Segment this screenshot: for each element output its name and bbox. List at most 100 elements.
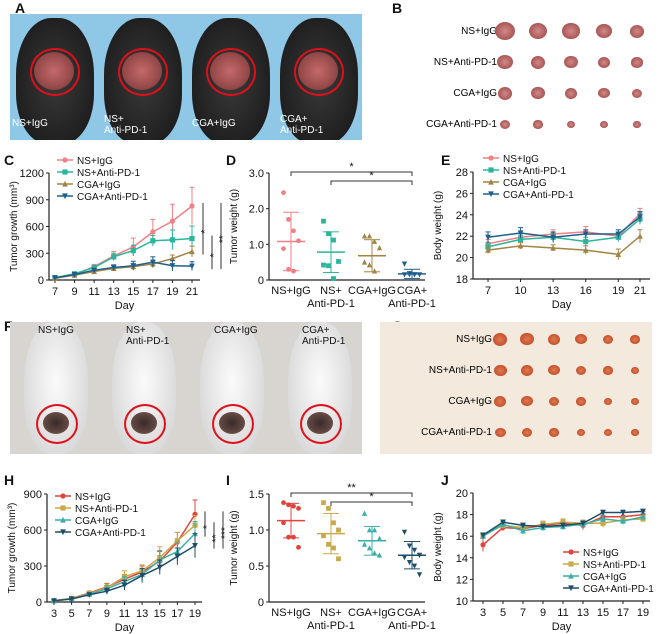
legend-label: NS+Anti-PD-1 [75, 504, 139, 515]
legend-marker [60, 505, 66, 511]
x-tick-label: 13 [136, 608, 148, 620]
mouse-group-label: NS+ Anti-PD-1 [104, 114, 148, 136]
panel-label-f: F [4, 318, 13, 334]
tumor [549, 428, 559, 437]
data-point [189, 263, 195, 270]
data-point [130, 247, 136, 254]
data-point [520, 527, 526, 534]
photo-mice-a: NS+IgG NS+ Anti-PD-1 CGA+IgG CGA+ Anti-PD-1 [10, 14, 362, 140]
panel-label-j: J [441, 472, 449, 488]
data-point [321, 533, 326, 539]
legend-label: NS+Anti-PD-1 [503, 166, 567, 177]
category-label: CGA+ [397, 285, 427, 297]
legend-marker [488, 191, 494, 198]
tumor [494, 427, 506, 438]
x-tick-label: 19 [189, 608, 201, 620]
significance-label: * [209, 253, 220, 257]
data-point [71, 272, 78, 278]
category-label: NS+ [320, 607, 342, 619]
data-point [336, 556, 341, 562]
data-point [371, 527, 378, 533]
category-label: Anti-PD-1 [307, 298, 355, 310]
y-tick-label: 1.0 [249, 239, 264, 251]
data-point [517, 230, 524, 237]
data-point [560, 519, 566, 525]
data-point [336, 527, 341, 533]
chart-i-y-label: Tumor weight (g) [229, 510, 240, 585]
legend-marker [568, 561, 574, 567]
y-tick-label: 0 [258, 597, 264, 609]
legend-marker [568, 585, 574, 592]
y-tick-label: 20 [456, 488, 468, 500]
series-line-0 [487, 213, 641, 245]
photo-tumors-b: NS+IgG NS+Anti-PD-1 CGA+IgG CGA+Anti-PD-1 [380, 14, 652, 140]
data-point [130, 263, 137, 269]
data-point [52, 275, 58, 281]
chart-e-x-label: Day [552, 299, 572, 311]
x-tick-label: 9 [540, 607, 546, 619]
chart-j-x-label: Day [552, 621, 572, 633]
tumor [566, 120, 576, 129]
data-point [321, 500, 326, 506]
chart-d-y-label: Tumor weight (g) [229, 189, 240, 264]
legend-marker [60, 493, 66, 499]
data-point [174, 538, 180, 544]
y-tick-label: 300 [24, 561, 42, 573]
data-point [600, 509, 606, 516]
x-tick-label: 3 [480, 607, 486, 619]
tumor [629, 24, 645, 38]
tumor [500, 120, 510, 129]
y-tick-label: 600 [26, 222, 44, 234]
significance-bracket [290, 171, 413, 176]
tumor [598, 88, 610, 99]
y-tick-label: 0.5 [249, 561, 264, 573]
legend-label: CGA+IgG [75, 516, 119, 527]
category-label: NS+ [320, 285, 342, 297]
data-point [286, 216, 291, 222]
x-tick-label: 15 [154, 608, 166, 620]
data-point [517, 242, 524, 249]
y-tick-label: 28 [456, 167, 468, 179]
x-tick-label: 19 [637, 607, 649, 619]
photo-tumors-g: NS+IgG NS+Anti-PD-1 CGA+IgG CGA+Anti-PD-1 [380, 322, 652, 454]
category-label: CGA+IgG [348, 285, 396, 297]
x-tick-label: 21 [186, 286, 198, 298]
data-point [189, 248, 195, 255]
legend-label: CGA+Anti-PD-1 [77, 192, 148, 203]
data-point [331, 520, 336, 526]
tumor [494, 396, 506, 407]
panel-label-i: I [226, 472, 230, 488]
tumor [631, 88, 643, 99]
data-point [361, 541, 368, 547]
row-label: NS+Anti-PD-1 [428, 365, 492, 376]
y-tick-label: 20 [456, 253, 468, 265]
category-label: Anti-PD-1 [388, 298, 436, 310]
x-tick-label: 7 [485, 285, 491, 297]
data-point [366, 233, 373, 239]
data-point [401, 272, 408, 278]
chart-h-x-label: Day [115, 622, 135, 634]
data-point [139, 573, 145, 579]
y-tick-label: 14 [456, 553, 468, 565]
x-tick-label: 10 [514, 285, 526, 297]
tumor [493, 364, 507, 377]
legend-label: CGA+Anti-PD-1 [503, 190, 574, 201]
photo-mice-f: NS+IgG NS+ Anti-PD-1 CGA+IgG CGA+ Anti-PD-1 [10, 322, 362, 454]
data-point [480, 542, 486, 548]
data-point [580, 520, 586, 527]
tumor [602, 334, 614, 345]
y-tick-label: 18 [456, 274, 468, 286]
tumor [600, 121, 608, 129]
data-point [331, 276, 336, 281]
chart-c-y-label: Tumor growth (mm³) [9, 181, 20, 272]
y-tick-label: 0 [258, 275, 264, 287]
chart-j-y-label: Body weight (g) [433, 512, 444, 581]
significance-label: ** [211, 534, 222, 542]
significance-bracket [290, 492, 413, 497]
data-point [361, 233, 368, 239]
row-label: CGA+IgG [453, 88, 497, 99]
mouse-group-label: NS+IgG [38, 325, 74, 336]
data-point [321, 262, 326, 268]
x-tick-label: 15 [597, 607, 609, 619]
